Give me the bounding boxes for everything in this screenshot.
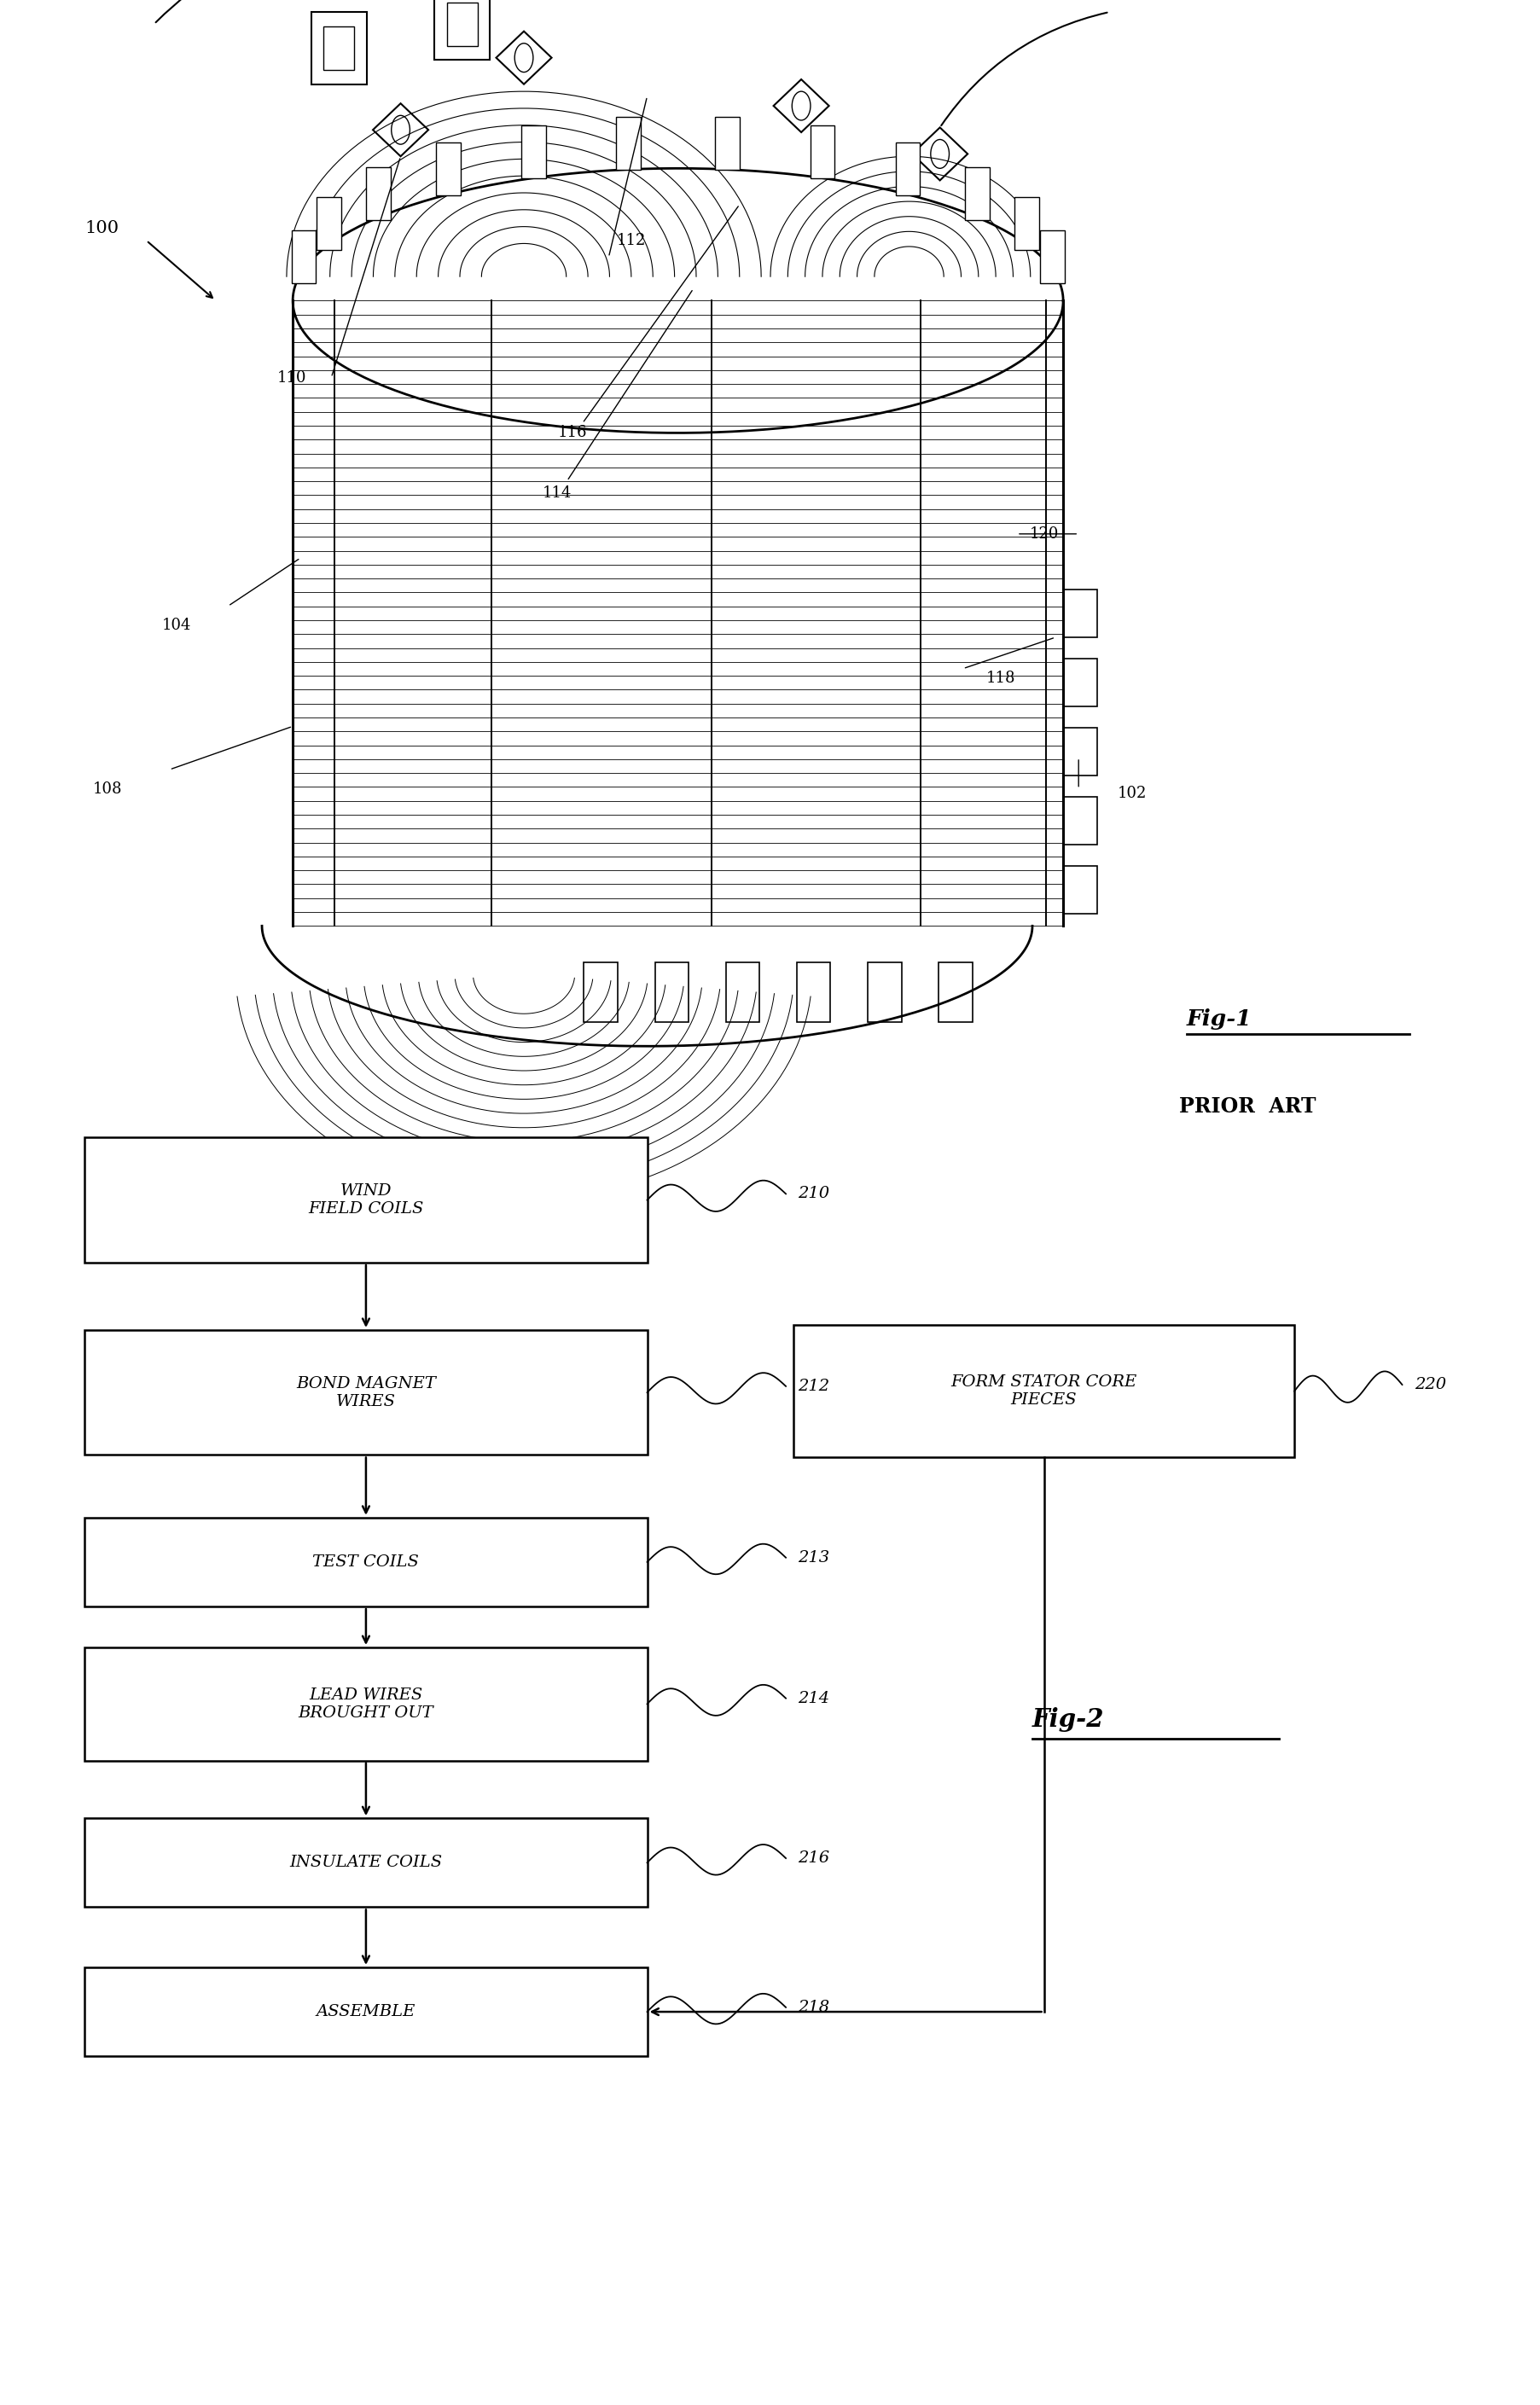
Text: 116: 116 — [557, 426, 587, 440]
Bar — [616, 115, 641, 168]
Polygon shape — [773, 79, 829, 132]
Bar — [521, 125, 545, 178]
Text: LEAD WIRES
BROUGHT OUT: LEAD WIRES BROUGHT OUT — [299, 1688, 433, 1720]
Text: 213: 213 — [798, 1549, 830, 1566]
Text: WIND
FIELD COILS: WIND FIELD COILS — [308, 1183, 424, 1217]
Bar — [85, 1647, 647, 1760]
Text: BOND MAGNET
WIRES: BOND MAGNET WIRES — [296, 1376, 436, 1409]
Text: 112: 112 — [616, 233, 645, 248]
Text: PRIOR  ART: PRIOR ART — [1178, 1097, 1315, 1118]
Bar — [85, 1330, 647, 1455]
Text: 100: 100 — [85, 221, 119, 236]
Text: 120: 120 — [1029, 527, 1058, 541]
Text: 108: 108 — [92, 782, 122, 796]
Text: 118: 118 — [986, 671, 1015, 685]
Bar — [895, 142, 919, 195]
Bar — [725, 962, 759, 1022]
Bar — [1063, 589, 1096, 637]
Text: 220: 220 — [1414, 1378, 1446, 1392]
Bar — [796, 962, 830, 1022]
Bar — [311, 12, 367, 84]
Bar — [436, 142, 460, 195]
Text: INSULATE COILS: INSULATE COILS — [290, 1854, 442, 1871]
Bar — [938, 962, 972, 1022]
Text: 218: 218 — [798, 1999, 830, 2015]
Bar — [654, 962, 688, 1022]
Bar — [367, 168, 391, 221]
Bar — [85, 1518, 647, 1607]
Bar — [964, 168, 989, 221]
Bar — [1063, 659, 1096, 707]
Polygon shape — [912, 127, 967, 180]
Bar — [1063, 726, 1096, 774]
Text: Fig-1: Fig-1 — [1186, 1008, 1250, 1029]
Polygon shape — [373, 103, 428, 156]
Text: 216: 216 — [798, 1849, 830, 1866]
Text: 214: 214 — [798, 1691, 830, 1705]
Bar — [447, 2, 477, 46]
Bar — [85, 1818, 647, 1907]
Bar — [291, 231, 316, 284]
Text: TEST COILS: TEST COILS — [313, 1554, 419, 1570]
Bar — [584, 962, 618, 1022]
Text: 210: 210 — [798, 1186, 830, 1202]
Text: 110: 110 — [277, 370, 306, 385]
Bar — [867, 962, 901, 1022]
Bar — [434, 0, 490, 60]
Bar — [1063, 796, 1096, 844]
Text: 104: 104 — [162, 618, 191, 633]
Bar — [1063, 866, 1096, 914]
Bar — [810, 125, 835, 178]
Bar — [793, 1325, 1294, 1457]
Bar — [715, 115, 739, 168]
Bar — [1013, 197, 1038, 250]
Text: 212: 212 — [798, 1378, 830, 1395]
Bar — [85, 1138, 647, 1263]
Bar — [323, 26, 354, 70]
Bar — [1040, 231, 1064, 284]
Text: FORM STATOR CORE
PIECES: FORM STATOR CORE PIECES — [950, 1376, 1137, 1407]
Bar — [85, 1967, 647, 2056]
Bar — [317, 197, 342, 250]
Text: ASSEMBLE: ASSEMBLE — [316, 2003, 416, 2020]
Text: Fig-2: Fig-2 — [1032, 1708, 1104, 1732]
Text: 114: 114 — [542, 486, 571, 500]
Polygon shape — [496, 31, 551, 84]
Text: 102: 102 — [1116, 786, 1146, 801]
